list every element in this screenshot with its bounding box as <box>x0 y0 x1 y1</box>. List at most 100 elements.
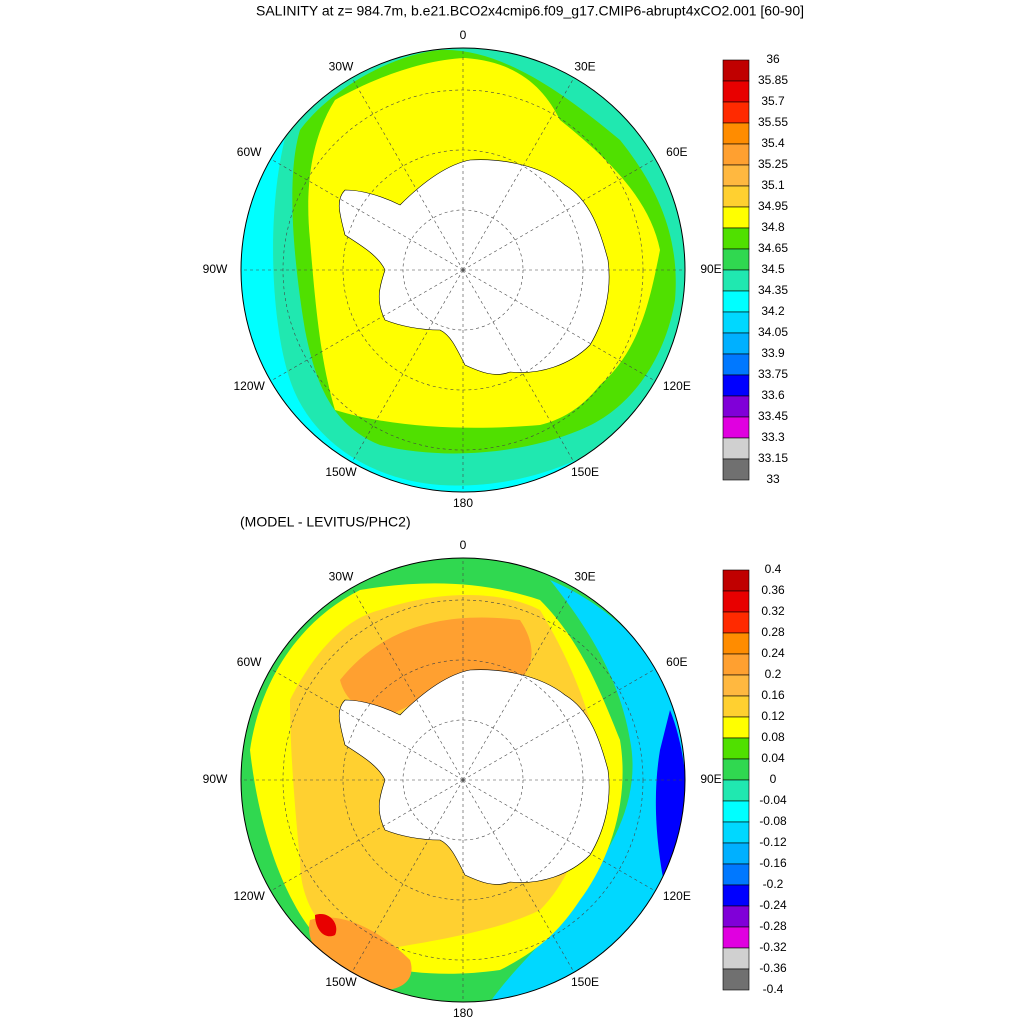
colorbar-label: 34.2 <box>761 304 785 318</box>
longitude-label: 120E <box>663 379 691 393</box>
colorbar-label: -0.36 <box>759 961 787 975</box>
colorbar-label: 35.85 <box>758 73 788 87</box>
colorbar-box <box>722 206 750 229</box>
colorbar-label: 33.75 <box>758 367 788 381</box>
colorbar-label: -0.04 <box>759 793 787 807</box>
longitude-label: 150E <box>571 975 599 989</box>
longitude-label: 120W <box>233 379 265 393</box>
colorbar-box <box>722 632 750 655</box>
colorbar-box <box>722 269 750 292</box>
meridian-line <box>270 779 464 892</box>
meridian-line <box>462 668 656 781</box>
colorbar-label: 0.4 <box>765 562 782 576</box>
colorbar-label: 0.36 <box>761 583 785 597</box>
colorbar-box <box>722 947 750 970</box>
longitude-label: 180 <box>453 1006 473 1020</box>
colorbar-box <box>722 185 750 208</box>
colorbar-box <box>722 353 750 376</box>
colorbar-label: 0.24 <box>761 646 785 660</box>
colorbar-box <box>722 779 750 802</box>
colorbar-box <box>722 227 750 250</box>
meridian-line <box>270 269 464 382</box>
colorbar-box <box>722 821 750 844</box>
longitude-label: 90E <box>700 262 721 276</box>
colorbar-box <box>722 884 750 907</box>
colorbar-box <box>722 863 750 886</box>
colorbar-label: 35.1 <box>761 178 785 192</box>
colorbar-box <box>722 248 750 271</box>
subtitle: (MODEL - LEVITUS/PHC2) <box>240 514 411 530</box>
longitude-label: 30E <box>574 60 595 74</box>
polar-map <box>241 48 685 492</box>
colorbar-label: 36 <box>766 52 780 66</box>
colorbar-box <box>722 800 750 823</box>
longitude-label: 90W <box>203 262 228 276</box>
longitude-label: 180 <box>453 496 473 510</box>
antarctica <box>338 669 610 885</box>
meridian-line <box>270 668 464 781</box>
colorbar-label: 0.16 <box>761 688 785 702</box>
colorbar-label: 0.12 <box>761 709 785 723</box>
field <box>315 914 337 937</box>
colorbar-box <box>722 395 750 418</box>
colorbar-label: -0.32 <box>759 940 787 954</box>
longitude-label: 90E <box>700 772 721 786</box>
colorbar-label: 34.95 <box>758 199 788 213</box>
colorbar-label: 35.55 <box>758 115 788 129</box>
colorbar-label: 0.28 <box>761 625 785 639</box>
longitude-label: 30W <box>329 60 354 74</box>
meridian-line <box>462 779 575 973</box>
meridian-line <box>462 77 575 271</box>
colorbar-box <box>722 737 750 760</box>
colorbar-label: 33.9 <box>761 346 785 360</box>
colorbar-box <box>722 101 750 124</box>
longitude-label: 60E <box>666 655 687 669</box>
colorbar-label: 33.45 <box>758 409 788 423</box>
colorbar-label: 0 <box>770 772 777 786</box>
longitude-label: 60W <box>237 145 262 159</box>
colorbar-label: 34.5 <box>761 262 785 276</box>
colorbar-label: 33.15 <box>758 451 788 465</box>
colorbar-label: 35.25 <box>758 157 788 171</box>
colorbar-box <box>722 716 750 739</box>
colorbar-label: 34.05 <box>758 325 788 339</box>
longitude-label: 60W <box>237 655 262 669</box>
colorbar-box <box>722 80 750 103</box>
colorbar-label: 0.08 <box>761 730 785 744</box>
colorbar-box <box>722 122 750 145</box>
colorbar-box <box>722 416 750 439</box>
map-border <box>240 47 686 493</box>
meridian-line <box>351 269 464 463</box>
colorbar-label: 33.3 <box>761 430 785 444</box>
meridian-line <box>462 158 656 271</box>
colorbar-label: 0.2 <box>765 667 782 681</box>
map-fields <box>241 558 685 1002</box>
colorbar-box <box>722 842 750 865</box>
colorbar-box <box>722 674 750 697</box>
colorbar-box <box>722 968 750 991</box>
meridian-line <box>351 779 464 973</box>
colorbar-label: 35.4 <box>761 136 785 150</box>
colorbar-box <box>722 695 750 718</box>
colorbar-label: -0.2 <box>763 877 784 891</box>
longitude-label: 150W <box>325 975 357 989</box>
colorbar-box <box>722 458 750 481</box>
colorbar-box <box>722 374 750 397</box>
colorbar-box <box>722 290 750 313</box>
colorbar-label: 34.65 <box>758 241 788 255</box>
map-border <box>240 557 686 1003</box>
meridian-line <box>270 158 464 271</box>
colorbar-box <box>722 926 750 949</box>
polar-map <box>241 558 685 1002</box>
colorbar-label: -0.24 <box>759 898 787 912</box>
longitude-label: 150E <box>571 465 599 479</box>
longitude-label: 0 <box>460 538 467 552</box>
meridian-line <box>351 77 464 271</box>
colorbar-label: -0.28 <box>759 919 787 933</box>
colorbar-label: 35.7 <box>761 94 785 108</box>
meridian-line <box>462 269 575 463</box>
colorbar-label: 34.35 <box>758 283 788 297</box>
longitude-label: 90W <box>203 772 228 786</box>
colorbar-label: 33.6 <box>761 388 785 402</box>
colorbar-label: -0.08 <box>759 814 787 828</box>
